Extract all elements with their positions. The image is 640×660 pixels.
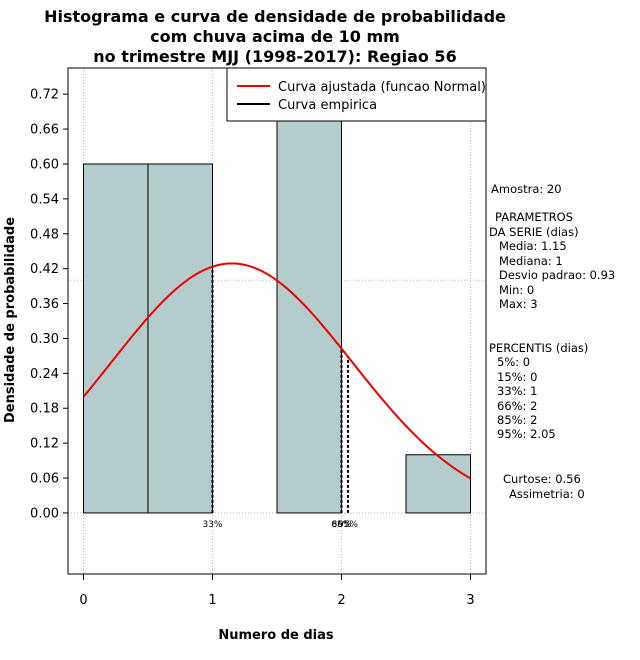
y-tick-label: 0.60 [30,157,59,172]
percentile-label: 33% [202,520,222,530]
title-line-2: com chuva acima de 10 mm [150,27,400,46]
y-tick-label: 0.66 [30,123,59,138]
y-tick-label: 0.48 [30,227,59,242]
stat-median: Mediana: 1 [499,254,563,268]
percentile-5: 5%: 0 [497,355,531,369]
x-axis: 0 1 2 3 [79,574,475,608]
kurtosis: Curtose: 0.56 [503,472,581,486]
y-tick-label: 0.24 [30,367,59,382]
percentile-66: 66%: 2 [497,399,538,413]
y-tick-label: 0.36 [30,297,59,312]
histogram-bar [82,163,149,514]
y-tick-label: 0.18 [30,402,59,417]
percentile-15: 15%: 0 [497,370,538,384]
stat-max: Max: 3 [499,297,538,311]
x-tick-label: 3 [466,593,474,608]
percentile-label: 66% [331,520,351,530]
percentile-95: 95%: 2.05 [497,427,556,441]
params-title-1: PARAMETROS [495,210,574,224]
percentile-lines: 33% 66%85%95% [202,266,358,530]
stat-std: Desvio padrao: 0.93 [499,268,616,282]
x-tick-label: 2 [337,593,345,608]
y-axis: 0.00 0.06 0.12 0.18 0.24 0.30 0.36 0.42 0.48 0.54… [30,88,68,521]
histogram-bar [147,163,213,514]
x-tick-label: 1 [208,593,216,608]
percentile-85: 85%: 2 [497,413,538,427]
percentile-label: 95% [338,520,358,530]
skewness: Assimetria: 0 [509,487,585,501]
y-tick-label: 0.42 [30,262,59,277]
params-title-2: DA SERIE (dias) [489,225,579,239]
stat-mean: Media: 1.15 [499,239,567,253]
y-tick-label: 0.30 [30,332,59,347]
histogram-bar [405,454,472,514]
legend-label-empirical: Curva empirica [278,98,377,113]
percentile-33: 33%: 1 [497,384,538,398]
y-tick-label: 0.06 [30,472,59,487]
legend-label-normal: Curva ajustada (funcao Normal) [278,80,486,95]
y-tick-label: 0.00 [30,506,59,521]
y-axis-label: Densidade de probabilidade [3,217,18,423]
y-tick-label: 0.12 [30,437,59,452]
y-tick-label: 0.54 [30,192,59,207]
histogram-bars [82,105,472,514]
legend: Curva ajustada (funcao Normal) Curva emp… [226,67,487,122]
title-line-1: Histograma e curva de densidade de proba… [44,7,506,26]
legend-box [226,67,487,122]
percentile-label: 85% [331,520,351,530]
title-line-3: no trimestre MJJ (1998-2017): Regiao 56 [93,47,456,66]
x-axis-label: Numero de dias [218,628,334,643]
x-tick-label: 0 [79,593,87,608]
normal-curve [82,262,472,480]
stat-min: Min: 0 [499,283,535,297]
y-tick-label: 0.72 [30,88,59,103]
percentiles-title: PERCENTIS (dias) [489,341,589,355]
chart-title: Histograma e curva de densidade de proba… [44,7,506,66]
sample-size: Amostra: 20 [491,182,562,196]
